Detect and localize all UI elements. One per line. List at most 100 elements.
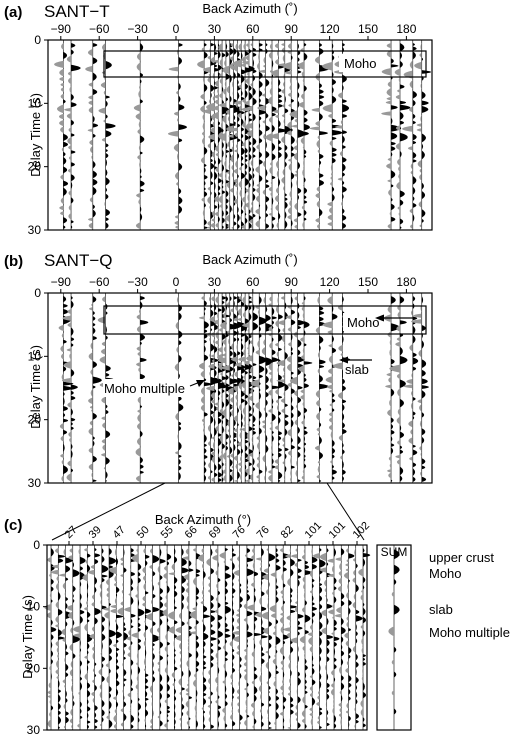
trace-1-lobe <box>62 315 72 321</box>
c-trace-21-lobe <box>203 723 206 729</box>
c-trace-24-lobe <box>225 693 228 700</box>
trace-13-lobe <box>231 164 234 171</box>
trace-3-lobe <box>101 341 106 347</box>
trace-23-lobe <box>282 54 285 63</box>
trace-30-lobe <box>387 409 392 417</box>
trace-9-lobe <box>217 311 219 320</box>
trace-17-lobe <box>247 351 249 356</box>
trace-30-lobe <box>389 211 392 217</box>
x-tick-label: 180 <box>396 275 416 289</box>
trace-12-lobe <box>229 458 233 467</box>
c-trace-4-lobe <box>80 581 82 588</box>
trace-6-lobe <box>204 191 208 198</box>
trace-13-lobe <box>233 443 236 452</box>
c-trace-15 <box>157 545 167 730</box>
trace-7-lobe <box>207 226 211 229</box>
c-trace-22-lobe <box>210 642 214 648</box>
c-trace-23-lobe <box>217 666 220 675</box>
c-trace-19-lobe <box>187 678 189 683</box>
trace-14-lobe <box>237 174 239 179</box>
trace-27-lobe <box>316 427 320 432</box>
trace-27-lobe <box>315 389 320 399</box>
c-trace-8-lobe <box>104 611 110 619</box>
trace-4-lobe <box>140 167 142 175</box>
trace-16-lobe <box>242 122 246 128</box>
trace-24-lobe <box>291 180 293 190</box>
c-trace-39-lobe <box>333 698 334 706</box>
trace-33-lobe <box>421 332 423 339</box>
trace-32-lobe <box>412 176 417 185</box>
c-trace-4-lobe <box>78 691 81 696</box>
trace-19-lobe <box>256 435 260 441</box>
c-trace-37-lobe <box>316 701 320 707</box>
c-trace-26-lobe <box>237 608 240 613</box>
trace-27-lobe <box>319 335 324 344</box>
trace-30-lobe <box>391 151 393 157</box>
c-trace-26-lobe <box>238 668 240 672</box>
trace-32 <box>403 293 419 483</box>
trace-12-lobe <box>226 214 230 223</box>
trace-1-lobe <box>71 220 74 224</box>
trace-22-lobe <box>271 69 279 78</box>
c-trace-24-lobe <box>225 580 228 588</box>
trace-14-lobe <box>237 50 240 58</box>
trace-6-lobe <box>204 146 208 155</box>
c-trace-10-lobe <box>123 668 127 677</box>
c-trace-34 <box>290 545 304 730</box>
c-trace-24-lobe <box>225 565 230 571</box>
trace-4-lobe <box>139 85 141 90</box>
c-trace-42-lobe <box>355 563 358 569</box>
trace-31-lobe <box>400 43 405 52</box>
trace-32-lobe <box>412 296 416 302</box>
c-trace-38-lobe <box>321 609 327 617</box>
c-trace-2-lobe <box>63 548 66 557</box>
c-trace-14-lobe <box>150 718 153 725</box>
c-trace-0-lobe <box>47 695 51 699</box>
trace-2-lobe <box>87 128 93 132</box>
c-trace-0-lobe <box>49 573 51 578</box>
trace-7-lobe <box>207 76 211 84</box>
c-trace-19-lobe <box>183 573 189 581</box>
trace-6-lobe <box>201 197 205 202</box>
trace-12-lobe <box>227 115 230 123</box>
c-trace-35-lobe <box>302 576 305 583</box>
c-trace-16-lobe <box>167 561 170 566</box>
trace-9-lobe <box>218 456 221 463</box>
c-trace-16-lobe <box>164 565 168 572</box>
trace-19-lobe <box>257 441 260 451</box>
c-trace-11-lobe <box>130 548 134 553</box>
trace-3-lobe <box>105 409 109 415</box>
trace-17-lobe <box>245 54 249 61</box>
trace-1-lobe <box>71 119 74 126</box>
trace-0-lobe <box>60 435 64 442</box>
c-trace-37-lobe <box>317 720 320 725</box>
trace-18-lobe <box>252 87 256 96</box>
trace-25-lobe <box>293 152 298 161</box>
c-trace-40-lobe <box>339 707 342 713</box>
trace-21-lobe <box>268 186 272 192</box>
trace-10-lobe <box>222 401 225 409</box>
trace-18-lobe <box>250 473 253 482</box>
trace-0-lobe <box>63 392 65 397</box>
trace-10-lobe <box>222 209 224 218</box>
c-trace-19-lobe <box>185 687 189 693</box>
trace-0-lobe <box>60 82 64 87</box>
trace-24-lobe <box>286 355 292 363</box>
c-trace-32-lobe <box>280 589 284 595</box>
c-trace-32-lobe <box>283 670 285 679</box>
c-trace-42-lobe <box>355 691 358 699</box>
trace-23-lobe <box>283 185 285 192</box>
c-trace-15-lobe <box>159 710 162 715</box>
trace-21-lobe <box>272 153 276 161</box>
trace-5-lobe <box>174 220 179 226</box>
trace-24-lobe <box>288 158 292 162</box>
c-trace-36-lobe <box>310 624 313 631</box>
trace-13-lobe <box>233 367 236 374</box>
panel-a-frame <box>47 39 433 231</box>
trace-12-lobe <box>229 468 233 473</box>
c-trace-6-lobe <box>92 594 95 600</box>
c-trace-6-lobe <box>92 651 95 661</box>
trace-7-lobe <box>210 432 213 440</box>
c-trace-21 <box>198 545 211 730</box>
trace-25-lobe <box>291 124 298 128</box>
